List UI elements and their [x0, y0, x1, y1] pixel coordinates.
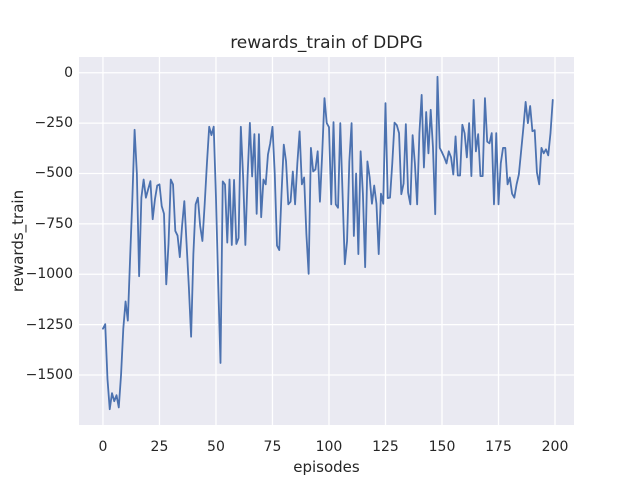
y-tick-label: −1250 — [25, 316, 73, 333]
x-tick-label: 25 — [150, 439, 169, 455]
x-tick-label: 150 — [428, 439, 456, 455]
plot-area — [79, 57, 574, 425]
x-axis-label: episodes — [293, 458, 360, 476]
y-tick-label: −250 — [34, 115, 73, 132]
x-tick-label: 175 — [485, 439, 512, 455]
x-tick-label: 125 — [372, 439, 399, 455]
chart-title: rewards_train of DDPG — [230, 33, 423, 53]
y-tick-label: −1500 — [25, 367, 73, 384]
x-tick-label: 50 — [207, 439, 225, 455]
x-tick-label: 0 — [98, 439, 108, 455]
y-tick-label: −750 — [34, 215, 73, 232]
line-chart-svg — [79, 57, 574, 425]
series-line-rewards_train — [102, 75, 554, 411]
y-tick-label: −500 — [34, 165, 73, 182]
y-tick-label: 0 — [64, 64, 73, 81]
x-tick-label: 75 — [263, 439, 282, 455]
y-axis-label: rewards_train — [9, 189, 27, 293]
x-tick-label: 100 — [315, 439, 343, 455]
x-tick-label: 200 — [541, 439, 569, 455]
y-tick-label: −1000 — [25, 266, 73, 283]
